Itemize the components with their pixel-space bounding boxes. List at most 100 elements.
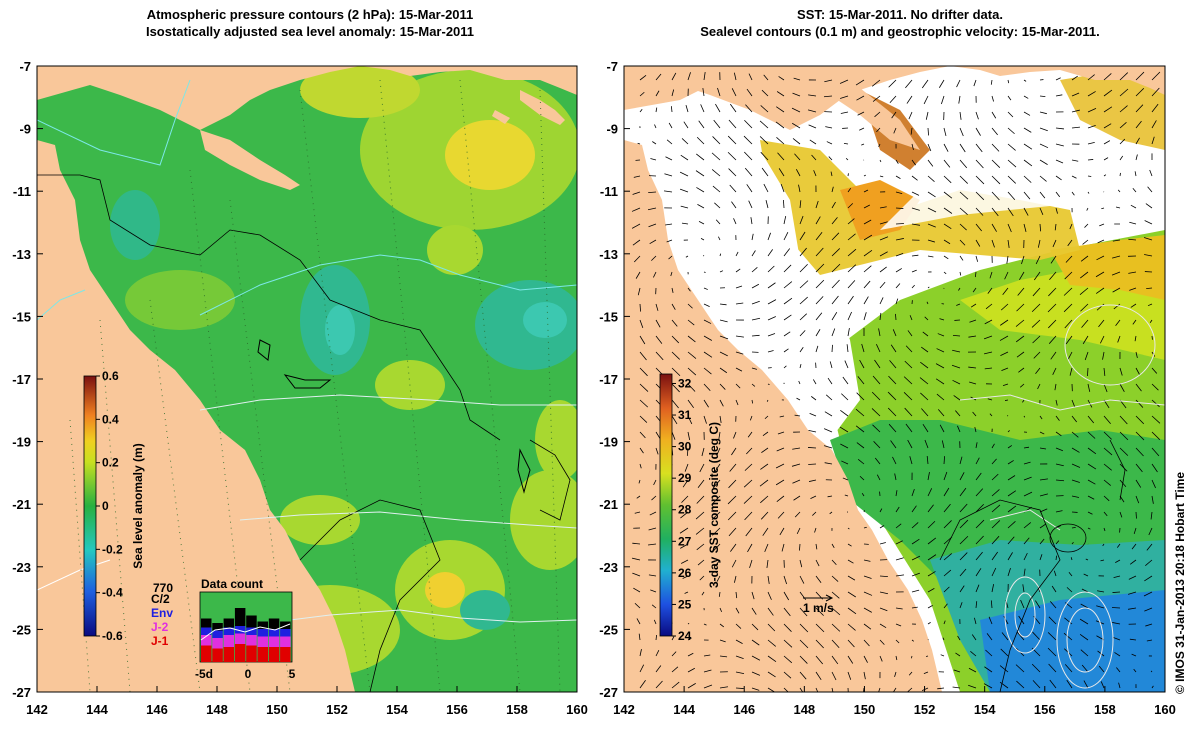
velocity-vector	[783, 607, 791, 617]
velocity-vector	[713, 543, 721, 552]
velocity-vector	[783, 671, 792, 679]
velocity-vector	[1069, 223, 1073, 230]
velocity-vector	[703, 415, 707, 424]
velocity-vector	[1135, 154, 1138, 161]
velocity-vector	[765, 200, 769, 209]
velocity-vector	[972, 411, 977, 417]
velocity-vector	[767, 299, 777, 305]
velocity-vector	[775, 463, 785, 469]
velocity-vector	[823, 428, 833, 433]
velocity-vector	[808, 94, 817, 97]
velocity-vector	[648, 527, 657, 531]
velocity-vector	[809, 139, 817, 145]
velocity-vector	[767, 591, 772, 600]
velocity-vector	[799, 215, 804, 225]
velocity-vector	[719, 399, 724, 407]
velocity-vector	[1128, 238, 1137, 241]
velocity-vector	[808, 429, 817, 433]
velocity-vector	[873, 441, 881, 449]
velocity-vector	[631, 223, 641, 229]
velocity-vector	[1103, 527, 1106, 532]
velocity-vector	[1151, 685, 1154, 689]
velocity-vector	[799, 639, 809, 649]
velocity-vector	[1071, 75, 1078, 81]
pressure-contour	[199, 254, 577, 316]
velocity-vector	[991, 127, 998, 136]
velocity-vector	[760, 151, 769, 161]
velocity-vector	[1039, 207, 1044, 215]
velocity-vector	[776, 106, 785, 113]
velocity-vector	[1116, 543, 1121, 548]
bathymetry-contour	[529, 439, 571, 521]
velocity-vector	[1066, 587, 1073, 593]
velocity-vector	[1064, 271, 1073, 280]
velocity-vector	[1039, 191, 1046, 199]
velocity-vector	[1055, 540, 1060, 545]
velocity-vector	[905, 79, 913, 89]
velocity-vector	[671, 651, 677, 657]
velocity-vector	[871, 408, 881, 417]
velocity-vector	[1111, 271, 1121, 276]
velocity-vector	[879, 159, 882, 163]
velocity-vector	[959, 535, 969, 545]
velocity-vector	[1032, 335, 1041, 344]
velocity-vector	[1019, 383, 1025, 388]
velocity-vector	[671, 636, 675, 641]
sea-level-colorbar-ramp	[83, 375, 97, 637]
velocity-vector	[927, 223, 936, 228]
negative-anomaly-region	[523, 302, 567, 338]
bathymetry-contour	[37, 174, 501, 441]
velocity-vector	[935, 363, 945, 369]
velocity-vector	[703, 335, 713, 341]
velocity-vector	[743, 135, 753, 145]
velocity-vector	[719, 319, 728, 323]
velocity-vector	[655, 90, 660, 97]
velocity-vector	[1055, 77, 1061, 81]
velocity-vector	[711, 495, 721, 505]
velocity-vector	[857, 459, 865, 465]
velocity-vector	[991, 111, 997, 119]
velocity-vector	[1134, 335, 1137, 342]
velocity-vector	[887, 407, 897, 417]
lat-tick-label: -23	[12, 560, 31, 575]
velocity-vector	[831, 311, 838, 321]
velocity-vector	[1023, 446, 1030, 449]
velocity-vector	[1135, 104, 1144, 113]
velocity-vector	[671, 399, 679, 409]
velocity-vector	[969, 319, 977, 323]
velocity-vector	[1087, 191, 1090, 194]
velocity-vector	[703, 319, 712, 324]
velocity-vector	[767, 350, 774, 353]
velocity-vector	[799, 263, 808, 273]
velocity-vector	[639, 664, 645, 673]
velocity-vector	[926, 455, 929, 465]
velocity-vector	[760, 495, 769, 504]
velocity-vector	[655, 107, 658, 113]
velocity-vector	[1007, 445, 1013, 449]
velocity-vector	[1103, 383, 1108, 393]
velocity-vector	[795, 168, 801, 177]
velocity-vector	[872, 375, 881, 385]
velocity-vector	[1002, 287, 1009, 295]
velocity-vector	[1095, 287, 1105, 294]
velocity-vector	[807, 109, 817, 113]
island	[520, 90, 565, 125]
lat-tick-label: -9	[606, 122, 618, 137]
velocity-vector	[911, 269, 917, 273]
velocity-vector	[639, 108, 643, 113]
velocity-vector	[872, 424, 881, 433]
lat-tick-label: -11	[600, 184, 618, 199]
velocity-vector	[671, 431, 676, 440]
velocity-vector	[1016, 303, 1025, 312]
velocity-vector	[655, 634, 658, 641]
velocity-vector	[1081, 319, 1089, 328]
velocity-vector	[1071, 126, 1081, 129]
velocity-vector	[751, 399, 754, 404]
velocity-vector	[889, 95, 897, 104]
velocity-vector	[1147, 303, 1153, 307]
velocity-vector	[809, 412, 817, 417]
velocity-vector	[671, 351, 680, 360]
velocity-vector	[1037, 383, 1041, 390]
velocity-vector	[763, 74, 769, 81]
